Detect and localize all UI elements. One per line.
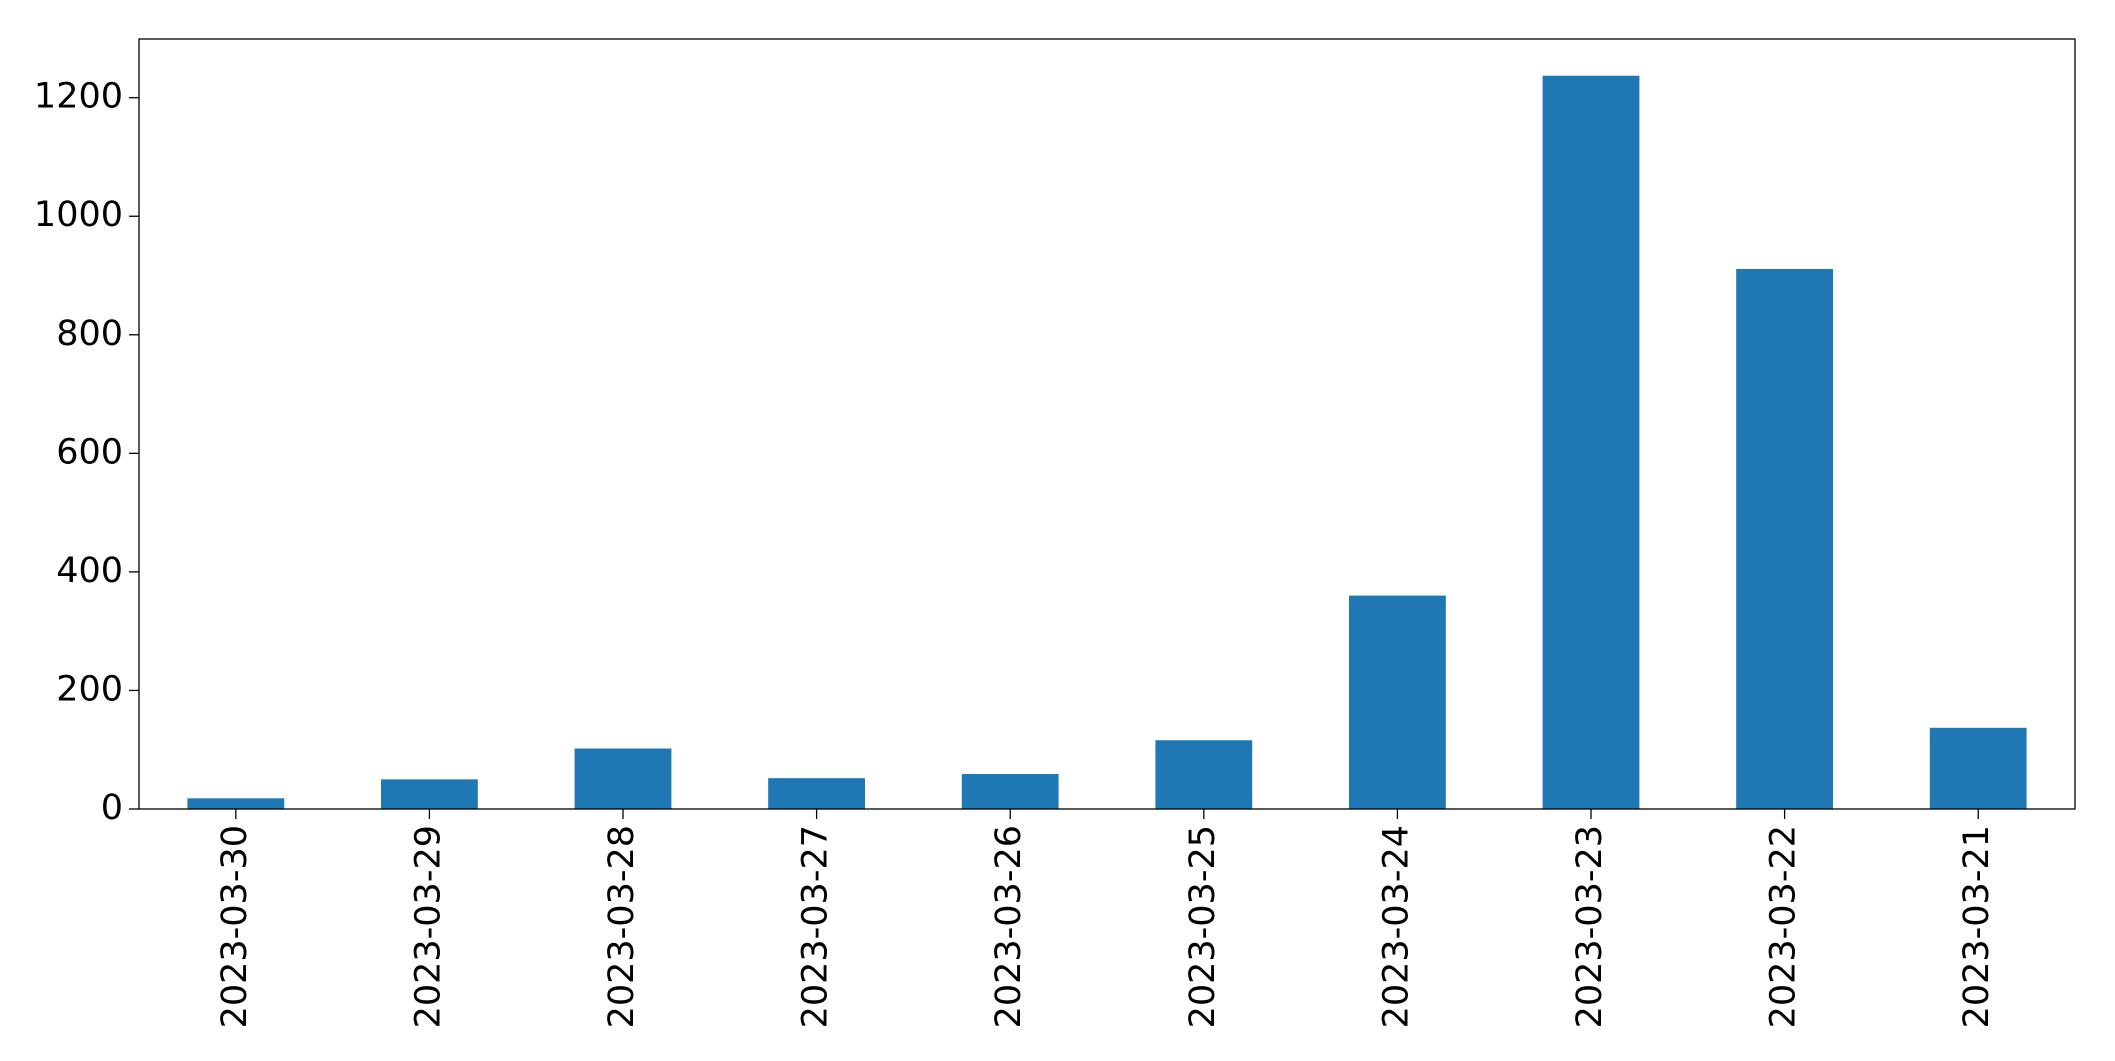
x-tick-label: 2023-03-24 [1376,825,1416,1028]
x-tick-label: 2023-03-21 [1957,825,1997,1028]
x-tick-label: 2023-03-30 [215,825,255,1028]
y-tick-label: 600 [56,432,123,472]
bar [187,798,285,809]
y-tick-label: 1000 [34,195,123,235]
bar [961,774,1059,809]
bar [1155,740,1253,809]
bar [574,748,672,809]
x-tick-label: 2023-03-28 [602,825,642,1028]
bar [1929,727,2027,809]
x-tick-label: 2023-03-29 [408,825,448,1028]
y-tick-label: 800 [56,314,123,354]
bar [1542,75,1640,810]
bar [1349,595,1446,809]
plot-frame [138,38,2076,810]
x-tick-label: 2023-03-22 [1764,825,1804,1028]
x-tick-label: 2023-03-27 [796,825,836,1028]
bar [1736,268,1833,809]
x-tick-label: 2023-03-23 [1570,825,1610,1028]
y-tick-label: 1200 [34,77,123,117]
bar [381,779,478,809]
bar [768,778,865,809]
y-tick-label: 0 [101,788,123,828]
x-tick-label: 2023-03-25 [1183,825,1223,1028]
x-tick-label: 2023-03-26 [989,825,1029,1028]
y-tick-label: 200 [56,669,123,709]
y-tick-label: 400 [56,551,123,591]
